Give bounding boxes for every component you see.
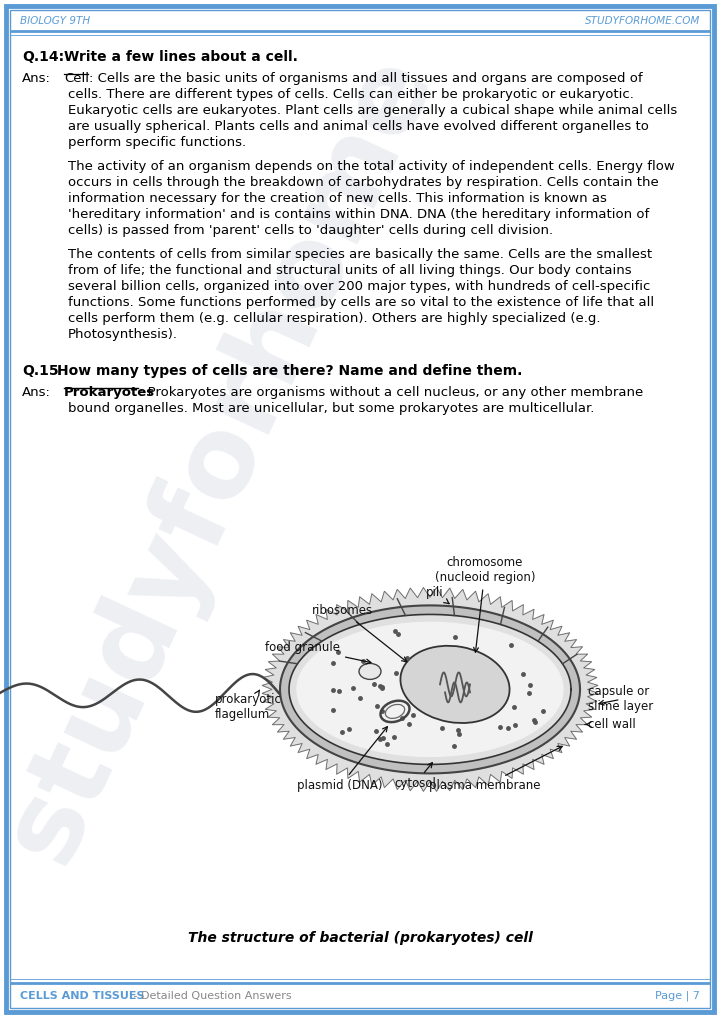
Text: CELLS AND TISSUES: CELLS AND TISSUES	[20, 991, 145, 1001]
Text: pili: pili	[426, 586, 449, 604]
Text: BIOLOGY 9TH: BIOLOGY 9TH	[20, 16, 90, 26]
Text: cells perform them (e.g. cellular respiration). Others are highly specialized (e: cells perform them (e.g. cellular respir…	[68, 312, 600, 325]
Text: from of life; the functional and structural units of all living things. Our body: from of life; the functional and structu…	[68, 264, 631, 277]
Text: Ans:: Ans:	[22, 386, 51, 399]
Text: perform specific functions.: perform specific functions.	[68, 136, 246, 149]
Text: STUDYFORHOME.COM: STUDYFORHOME.COM	[585, 16, 700, 26]
Text: functions. Some functions performed by cells are so vital to the existence of li: functions. Some functions performed by c…	[68, 296, 654, 309]
Text: The contents of cells from similar species are basically the same. Cells are the: The contents of cells from similar speci…	[68, 248, 652, 261]
Text: The structure of bacterial (prokaryotes) cell: The structure of bacterial (prokaryotes)…	[188, 931, 532, 945]
Text: several billion cells, organized into over 200 major types, with hundreds of cel: several billion cells, organized into ov…	[68, 280, 650, 293]
Text: Prokaryotes: Prokaryotes	[64, 386, 155, 399]
Text: prokaryotic
flagellum: prokaryotic flagellum	[215, 690, 282, 722]
Polygon shape	[289, 615, 571, 765]
Text: cell wall: cell wall	[585, 718, 636, 731]
Text: Q.14:: Q.14:	[22, 50, 64, 64]
Text: are usually spherical. Plants cells and animal cells have evolved different orga: are usually spherical. Plants cells and …	[68, 120, 649, 133]
Text: 'hereditary information' and is contains within DNA. DNA (the hereditary informa: 'hereditary information' and is contains…	[68, 208, 649, 221]
Text: Write a few lines about a cell.: Write a few lines about a cell.	[64, 50, 298, 64]
Text: plasma membrane: plasma membrane	[429, 746, 562, 792]
Polygon shape	[297, 622, 563, 756]
Text: cytosol: cytosol	[394, 762, 436, 790]
Text: studyforhome: studyforhome	[0, 38, 454, 878]
Polygon shape	[262, 587, 598, 791]
Text: Q.15: Q.15	[22, 364, 58, 378]
Ellipse shape	[400, 645, 510, 723]
Text: ribosomes: ribosomes	[312, 605, 407, 662]
Text: plasmid (DNA): plasmid (DNA)	[297, 727, 387, 792]
Text: : Prokaryotes are organisms without a cell nucleus, or any other membrane: : Prokaryotes are organisms without a ce…	[139, 386, 643, 399]
Text: Eukaryotic cells are eukaryotes. Plant cells are generally a cubical shape while: Eukaryotic cells are eukaryotes. Plant c…	[68, 104, 678, 117]
Text: cells) is passed from 'parent' cells to 'daughter' cells during cell division.: cells) is passed from 'parent' cells to …	[68, 224, 553, 237]
Text: chromosome
(nucleoid region): chromosome (nucleoid region)	[435, 557, 535, 653]
Text: Page | 7: Page | 7	[655, 991, 700, 1002]
Text: Photosynthesis).: Photosynthesis).	[68, 328, 178, 341]
Text: - Detailed Question Answers: - Detailed Question Answers	[130, 991, 292, 1001]
Polygon shape	[280, 606, 580, 774]
Text: occurs in cells through the breakdown of carbohydrates by respiration. Cells con: occurs in cells through the breakdown of…	[68, 176, 659, 189]
Text: Cell: Cell	[64, 72, 89, 84]
Text: How many types of cells are there? Name and define them.: How many types of cells are there? Name …	[57, 364, 523, 378]
Text: cells. There are different types of cells. Cells can either be prokaryotic or eu: cells. There are different types of cell…	[68, 88, 634, 101]
Text: : Cells are the basic units of organisms and all tissues and organs are composed: : Cells are the basic units of organisms…	[89, 72, 643, 84]
Text: capsule or
slime layer: capsule or slime layer	[588, 685, 653, 714]
Text: food granule: food granule	[265, 641, 371, 664]
Text: bound organelles. Most are unicellular, but some prokaryotes are multicellular.: bound organelles. Most are unicellular, …	[68, 402, 595, 415]
Text: The activity of an organism depends on the total activity of independent cells. : The activity of an organism depends on t…	[68, 160, 675, 173]
Text: information necessary for the creation of new cells. This information is known a: information necessary for the creation o…	[68, 192, 607, 205]
Text: Ans:: Ans:	[22, 72, 51, 84]
Ellipse shape	[359, 664, 381, 679]
